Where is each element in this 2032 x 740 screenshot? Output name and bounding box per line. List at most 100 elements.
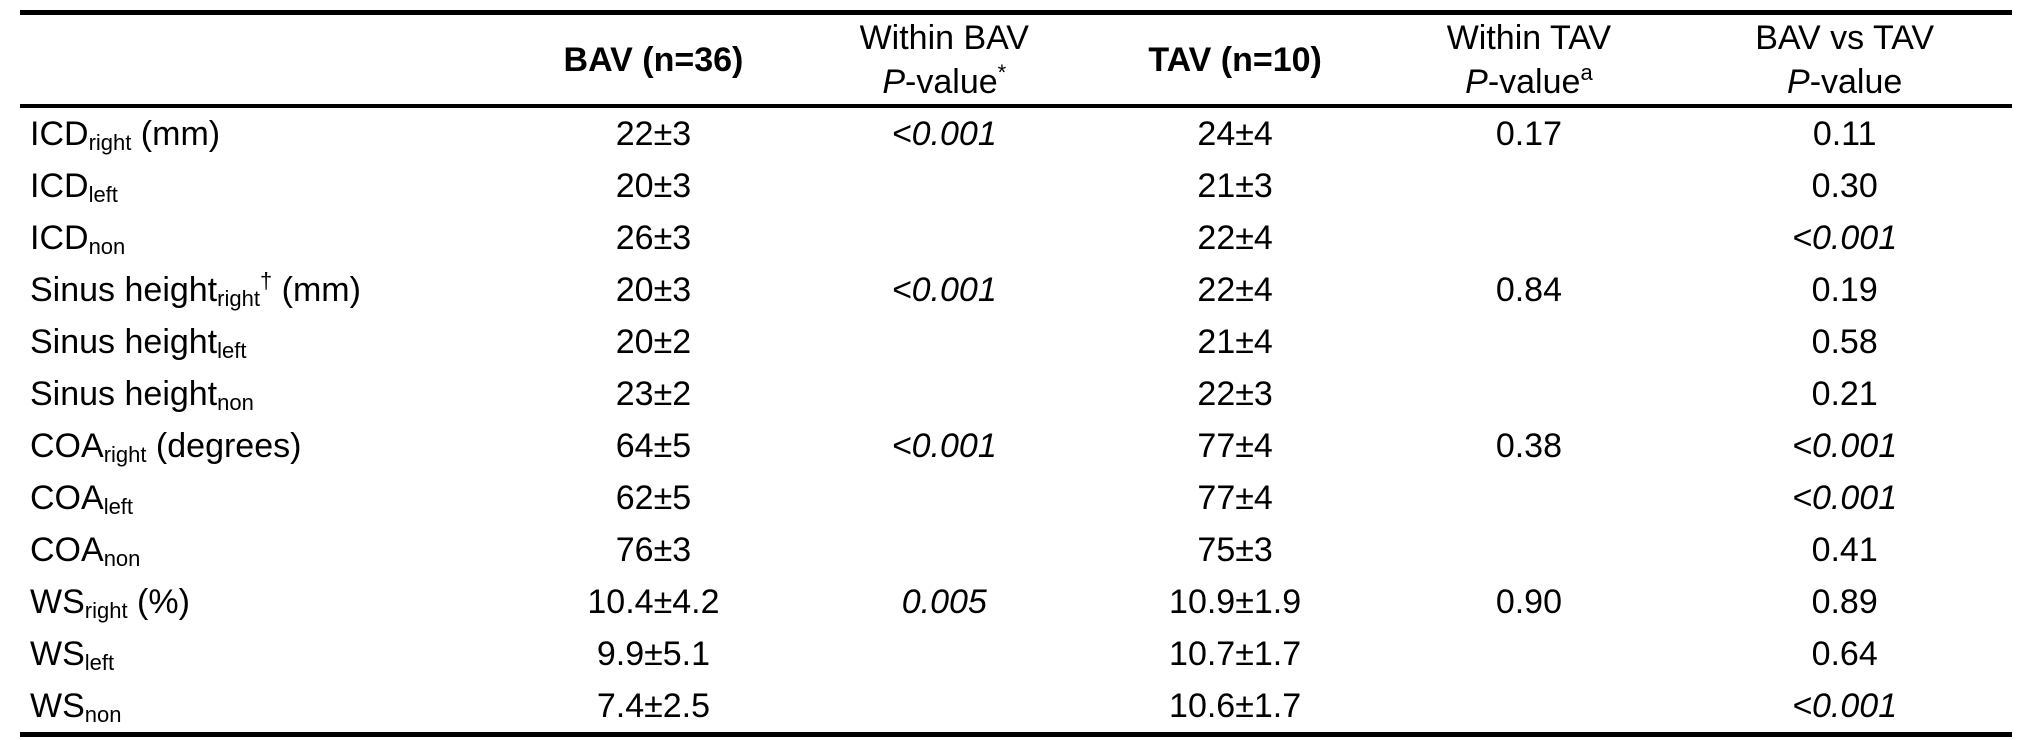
tav-value-cell: 21±4 xyxy=(1197,322,1273,361)
row-label-base: COA xyxy=(30,478,104,517)
within-bav-pvalue-cell xyxy=(799,472,1090,524)
header-within-tav-pvalue: Within TAV P-valuea xyxy=(1381,13,1678,107)
row-label-base: ICD xyxy=(30,166,89,205)
within-bav-pvalue-cell xyxy=(799,628,1090,680)
header-tav: TAV (n=10) xyxy=(1090,13,1381,107)
row-label-cell: ICDleft xyxy=(20,160,508,212)
table-row: Sinus heightnon 23±2 22±3 0.21 xyxy=(20,368,2012,420)
asterisk-footnote-marker: * xyxy=(997,60,1007,86)
row-label-cell: WSnon xyxy=(20,680,508,735)
within-bav-pvalue-cell xyxy=(799,316,1090,368)
bav-vs-tav-pvalue-cell: 0.64 xyxy=(1811,634,1878,673)
dagger-footnote-marker: † xyxy=(259,268,273,294)
row-label-cell: COAleft xyxy=(20,472,508,524)
row-label-subscript: right xyxy=(88,130,132,155)
tav-value-cell: 10.9±1.9 xyxy=(1169,582,1302,621)
bav-value-cell: 20±2 xyxy=(615,322,692,361)
row-label-base: WS xyxy=(30,686,85,725)
table-row: ICDleft 20±3 21±3 0.30 xyxy=(20,160,2012,212)
header-within-bav-line2: P-value* xyxy=(799,60,1090,104)
table-row: ICDnon 26±3 22±4 <0.001 xyxy=(20,212,2012,264)
within-tav-pvalue-cell: 0.84 xyxy=(1495,270,1562,309)
within-tav-pvalue-cell xyxy=(1381,212,1678,264)
within-tav-pvalue-cell xyxy=(1381,368,1678,420)
bav-vs-tav-pvalue-cell: <0.001 xyxy=(1792,426,1898,465)
bav-vs-tav-pvalue-cell: 0.30 xyxy=(1811,166,1878,205)
tav-value-cell: 22±4 xyxy=(1197,218,1273,257)
corner-cell xyxy=(20,13,508,107)
row-label-cell: WSright (%) xyxy=(20,576,508,628)
bav-value-cell: 23±2 xyxy=(615,374,692,413)
row-label-base: Sinus height xyxy=(30,270,218,309)
within-tav-pvalue-cell xyxy=(1381,316,1678,368)
row-label-unit: (mm) xyxy=(131,114,221,153)
row-label-base: WS xyxy=(30,582,85,621)
row-label-subscript: non xyxy=(88,234,126,259)
bav-value-cell: 20±3 xyxy=(615,166,692,205)
row-label-cell: ICDnon xyxy=(20,212,508,264)
row-label-subscript: left xyxy=(84,650,115,675)
row-label-subscript: right xyxy=(217,286,260,311)
row-label-subscript: non xyxy=(103,546,141,571)
table-row: WSleft 9.9±5.1 10.7±1.7 0.64 xyxy=(20,628,2012,680)
tav-value-cell: 77±4 xyxy=(1197,426,1273,465)
bav-value-cell: 20±3 xyxy=(615,270,692,309)
row-label-cell: Sinus heightright† (mm) xyxy=(20,264,508,316)
bav-vs-tav-pvalue-cell: 0.89 xyxy=(1811,582,1878,621)
measurements-table-container: BAV (n=36) Within BAV P-value* TAV (n=10… xyxy=(20,10,2012,737)
tav-value-cell: 10.6±1.7 xyxy=(1169,686,1302,725)
within-bav-pvalue-cell xyxy=(799,212,1090,264)
bav-value-cell: 64±5 xyxy=(615,426,692,465)
row-label-cell: Sinus heightleft xyxy=(20,316,508,368)
within-tav-pvalue-cell xyxy=(1381,524,1678,576)
header-within-bav-line1: Within BAV xyxy=(859,18,1029,57)
row-label-base: COA xyxy=(30,426,104,465)
within-tav-pvalue-cell: 0.17 xyxy=(1495,114,1562,153)
within-bav-pvalue-cell: <0.001 xyxy=(891,426,997,465)
row-label-base: WS xyxy=(30,634,85,673)
table-row: COAright (degrees) 64±5 <0.001 77±4 0.38… xyxy=(20,420,2012,472)
bav-value-cell: 26±3 xyxy=(615,218,692,257)
row-label-subscript: left xyxy=(88,182,118,207)
header-tav-label: TAV (n=10) xyxy=(1148,40,1322,79)
row-label-cell: COAnon xyxy=(20,524,508,576)
bav-vs-tav-pvalue-cell: <0.001 xyxy=(1792,686,1898,725)
row-label-base: ICD xyxy=(30,114,89,153)
bav-vs-tav-pvalue-cell: <0.001 xyxy=(1792,478,1898,517)
bav-vs-tav-pvalue-cell: 0.41 xyxy=(1811,530,1878,569)
row-label-subscript: left xyxy=(103,494,134,519)
header-bav: BAV (n=36) xyxy=(508,13,799,107)
value-word: -value xyxy=(1809,62,1903,101)
p-symbol: P xyxy=(1787,62,1810,101)
row-label-subscript: left xyxy=(217,338,247,363)
bav-value-cell: 7.4±2.5 xyxy=(596,686,711,725)
value-word: -value xyxy=(905,62,998,101)
a-footnote-marker: a xyxy=(1580,60,1593,86)
measurements-table: BAV (n=36) Within BAV P-value* TAV (n=10… xyxy=(20,10,2012,737)
row-label-base: ICD xyxy=(30,218,89,257)
row-label-subscript: right xyxy=(103,442,147,467)
within-tav-pvalue-cell: 0.90 xyxy=(1495,582,1562,621)
row-label-subscript: right xyxy=(84,598,128,623)
row-label-base: COA xyxy=(30,530,104,569)
within-bav-pvalue-cell xyxy=(799,160,1090,212)
within-tav-pvalue-cell xyxy=(1381,680,1678,735)
tav-value-cell: 75±3 xyxy=(1197,530,1273,569)
bav-vs-tav-pvalue-cell: 0.21 xyxy=(1811,374,1878,413)
within-bav-pvalue-cell xyxy=(799,524,1090,576)
bav-value-cell: 10.4±4.2 xyxy=(587,582,720,621)
header-bav-vs-tav-line2: P-value xyxy=(1677,60,2012,104)
within-tav-pvalue-cell xyxy=(1381,160,1678,212)
within-bav-pvalue-cell: <0.001 xyxy=(891,114,997,153)
within-bav-pvalue-cell xyxy=(799,368,1090,420)
within-tav-pvalue-cell: 0.38 xyxy=(1495,426,1562,465)
table-row: COAleft 62±5 77±4 <0.001 xyxy=(20,472,2012,524)
within-bav-pvalue-cell: 0.005 xyxy=(901,582,987,621)
tav-value-cell: 10.7±1.7 xyxy=(1169,634,1302,673)
within-tav-pvalue-cell xyxy=(1381,628,1678,680)
p-symbol: P xyxy=(1465,62,1488,101)
tav-value-cell: 21±3 xyxy=(1197,166,1273,205)
within-tav-pvalue-cell xyxy=(1381,472,1678,524)
table-row: WSright (%) 10.4±4.2 0.005 10.9±1.9 0.90… xyxy=(20,576,2012,628)
row-label-cell: WSleft xyxy=(20,628,508,680)
